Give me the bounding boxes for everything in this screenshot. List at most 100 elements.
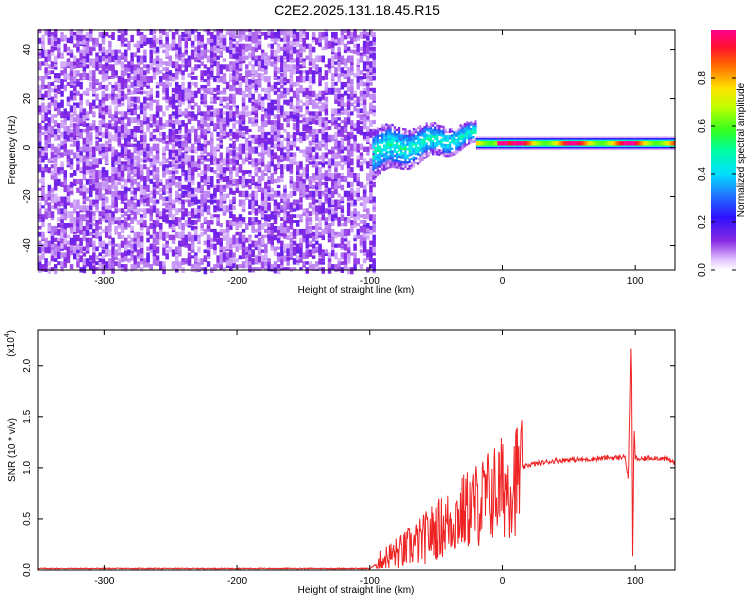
spectrogram-cell [359, 234, 364, 242]
spectrogram-cell [383, 140, 386, 143]
spectrogram-cell [369, 190, 373, 196]
spectrogram-cell [346, 29, 351, 36]
spectrogram-cell [383, 157, 386, 161]
spectrogram-cell [251, 137, 255, 144]
spectrogram-cell [350, 102, 354, 107]
spectrogram-cell [340, 143, 345, 150]
spectrogram-cell [200, 123, 204, 129]
spectrogram-cell [139, 217, 144, 222]
spectrogram-cell [372, 131, 375, 134]
spectrogram-cell [85, 167, 90, 175]
spectrogram-cell [130, 34, 134, 43]
spectrogram-cell [362, 234, 367, 241]
spectrogram-cell [50, 34, 55, 41]
spectrogram-cell [302, 90, 306, 95]
spectrogram-cell [389, 154, 392, 158]
spectrogram-cell [308, 117, 313, 122]
spectrogram-cell [47, 240, 52, 247]
spectrogram-cell [387, 140, 390, 143]
spectrogram-cell [127, 178, 131, 183]
spectrogram-cell [346, 228, 351, 236]
spectrogram-cell [69, 211, 74, 219]
spectrogram-cell [248, 140, 252, 147]
spectrogram-cell [257, 43, 262, 50]
spectrogram-cell [175, 43, 179, 50]
spectrogram-cell [318, 67, 322, 73]
spectrogram-cell [85, 131, 90, 138]
spectrogram-cell [200, 208, 204, 215]
spectrogram-cell [350, 49, 354, 53]
spectrogram-cell [152, 243, 157, 251]
spectrogram-cell [57, 43, 61, 48]
spectrogram-cell [315, 114, 319, 120]
spectrogram-cell [197, 43, 201, 51]
spectrogram-cell [308, 155, 313, 161]
spectrogram-cell [197, 187, 201, 193]
spectrogram-cell [387, 151, 390, 154]
spectrogram-cell [302, 61, 306, 67]
spectrogram-cell [374, 155, 377, 159]
spectrogram-cell [73, 202, 77, 210]
spectrogram-cell [346, 170, 351, 178]
spectrogram-cell [120, 214, 125, 218]
spectrogram-cell [178, 208, 182, 213]
spectrogram-cell [264, 164, 268, 172]
spectrogram-cell [302, 261, 306, 267]
spectrogram-cell [225, 96, 230, 102]
spectrogram-cell [139, 240, 144, 248]
spectrogram-cell [120, 61, 125, 67]
spectrogram-cell [165, 90, 169, 97]
spectrogram-cell [296, 58, 300, 63]
spectrogram-cell [406, 134, 409, 138]
spectrogram-cell [213, 96, 217, 104]
spectrogram-cell [346, 252, 351, 260]
spectrogram-cell [206, 249, 211, 257]
spectrogram-cell [152, 170, 157, 176]
spectrogram-cell [318, 211, 322, 215]
spectrogram-cell [210, 105, 214, 110]
spectrogram-cell [149, 29, 153, 35]
spectrogram-cell [155, 90, 160, 98]
spectrogram-cell [337, 140, 341, 148]
spectrogram-cell [136, 208, 141, 215]
spectrogram-cell [203, 73, 208, 77]
spectrogram-cell [254, 34, 259, 41]
spectrogram-cell [168, 128, 173, 136]
spectrogram-cell [353, 140, 357, 148]
spectrogram-cell [389, 148, 392, 151]
spectrogram-cell [210, 111, 214, 117]
spectrogram-cell [362, 225, 367, 233]
spectrogram-cell [203, 173, 208, 180]
spectrogram-cell [181, 152, 185, 159]
spectrogram-cell [82, 234, 87, 241]
spectrogram-cell [63, 84, 67, 90]
spectrogram-cell [38, 52, 42, 56]
spectrogram-cell [353, 123, 357, 129]
spectrogram-cell [248, 128, 252, 132]
spectrogram-cell [324, 81, 329, 89]
spectrogram-cell [181, 223, 185, 231]
spectrogram-cell [315, 264, 319, 270]
spectrogram-cell [327, 58, 332, 63]
spectrogram-cell [219, 96, 223, 104]
spectrogram-cell [152, 181, 157, 187]
spectrogram-cell [350, 158, 354, 166]
spectrogram-cell [296, 32, 300, 37]
spectrogram-cell [331, 152, 335, 159]
spectrogram-cell [69, 158, 74, 162]
spectrogram-cell [356, 214, 360, 221]
spectrogram-cell [155, 258, 160, 266]
spectrogram-cell [171, 114, 176, 119]
spectrogram-cell [389, 161, 392, 164]
spectrogram-cell [238, 143, 243, 150]
spectrogram-cell [340, 34, 345, 42]
spectrogram-cell [175, 46, 179, 54]
spectrogram-cell [194, 114, 198, 119]
spectrogram-cell [69, 181, 74, 188]
spectrogram-cell [245, 190, 249, 198]
spectrogram-cell [318, 55, 322, 61]
spectrogram-cell [264, 140, 268, 147]
spectrogram-cell [406, 147, 409, 151]
spectrogram-cell [197, 208, 201, 213]
spectrogram-cell [108, 55, 112, 63]
